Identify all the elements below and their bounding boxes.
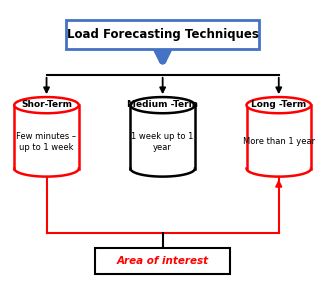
Text: Few minutes –
up to 1 week: Few minutes – up to 1 week <box>17 132 77 152</box>
Text: More than 1 year: More than 1 year <box>243 137 315 146</box>
Text: Shor-Term: Shor-Term <box>21 100 72 109</box>
Polygon shape <box>246 97 311 168</box>
Text: Area of interest: Area of interest <box>117 256 209 266</box>
FancyBboxPatch shape <box>95 248 230 274</box>
Text: 1 week up to 1
year: 1 week up to 1 year <box>131 132 194 152</box>
Text: Load Forecasting Techniques: Load Forecasting Techniques <box>67 28 259 41</box>
Polygon shape <box>130 97 195 168</box>
Polygon shape <box>246 97 311 113</box>
Polygon shape <box>130 97 195 113</box>
Polygon shape <box>14 97 79 168</box>
FancyBboxPatch shape <box>66 20 259 49</box>
Text: Long -Term: Long -Term <box>251 100 306 109</box>
Text: Medium -Term: Medium -Term <box>127 100 198 109</box>
Polygon shape <box>14 97 79 113</box>
